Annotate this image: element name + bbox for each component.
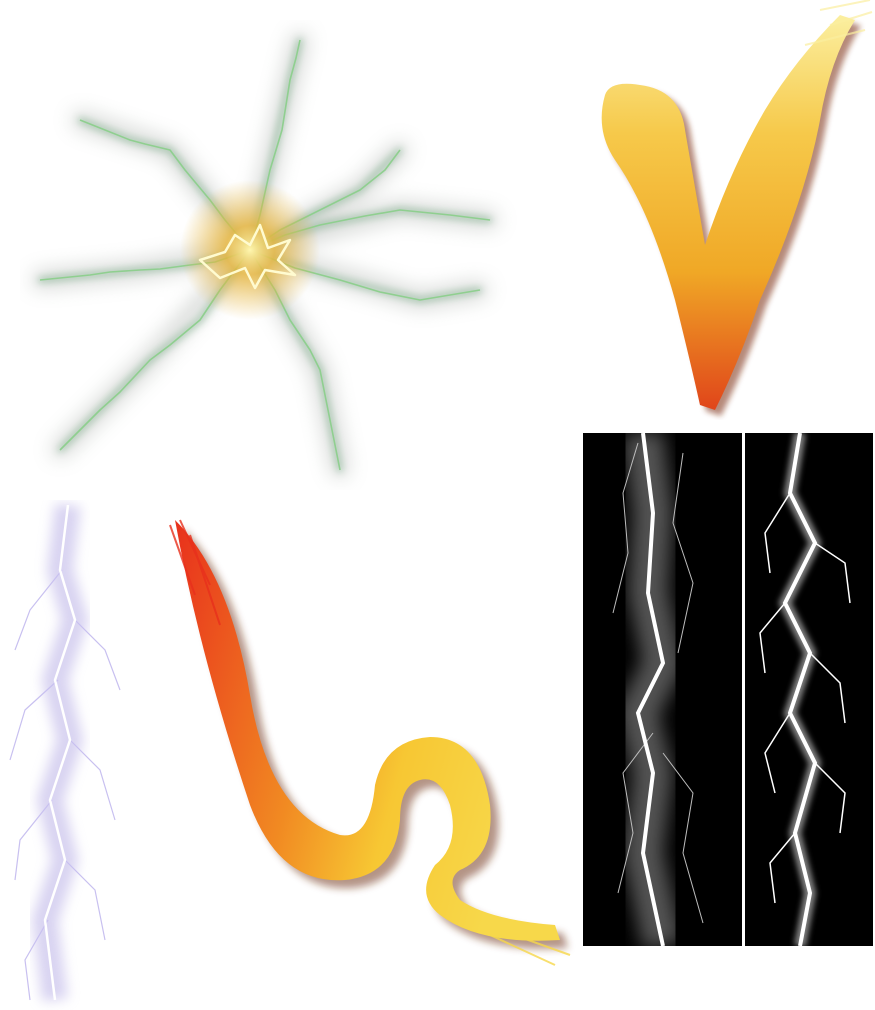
lightning-panel-soft-image <box>583 433 742 946</box>
purple-lightning-bolt-image <box>0 500 135 1010</box>
brush-s-stroke-image <box>160 515 580 975</box>
lightning-panel-sharp-image <box>745 433 873 946</box>
brush-check-stroke-image <box>580 0 875 420</box>
lightning-starburst-image <box>20 20 520 490</box>
